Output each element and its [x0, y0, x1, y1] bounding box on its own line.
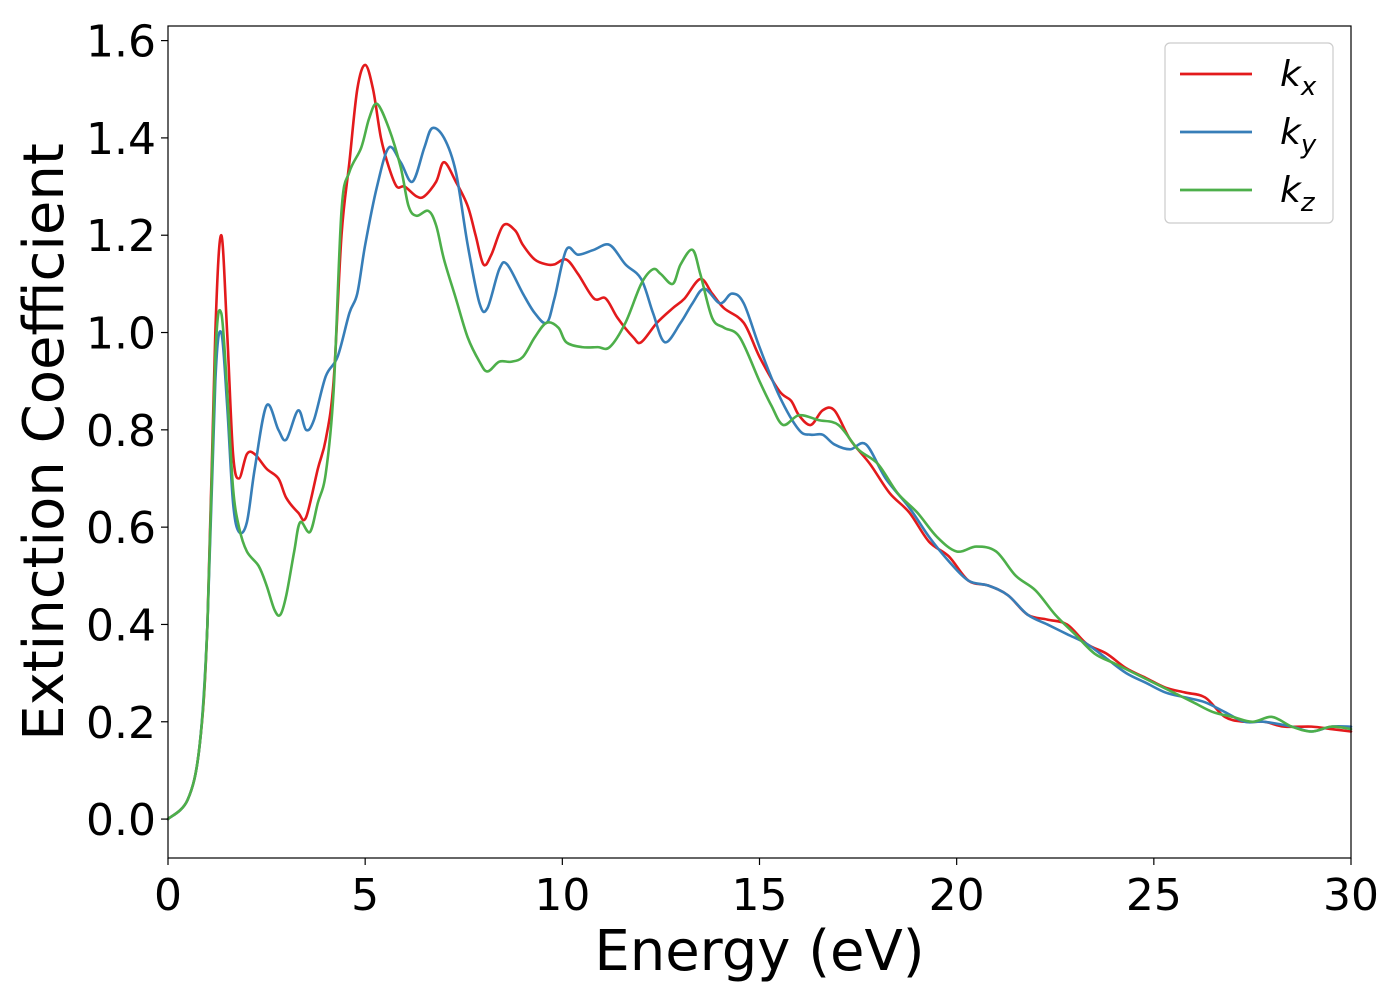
x-axis: 0 5 10 15 20 25 30	[154, 858, 1379, 921]
y-tick-label: 1.6	[86, 17, 156, 68]
x-axis-label: Energy (eV)	[594, 919, 924, 984]
x-tick-label: 20	[929, 870, 985, 921]
legend: kx ky kz	[1164, 42, 1334, 224]
x-tick-label: 30	[1323, 870, 1379, 921]
x-tick-label: 25	[1126, 870, 1182, 921]
x-tick-label: 15	[732, 870, 788, 921]
y-tick-label: 0.6	[86, 503, 156, 554]
x-tick-label: 5	[351, 870, 379, 921]
series-line-z	[166, 102, 1353, 821]
y-axis-label: Extinction Coefficient	[12, 143, 77, 741]
series-layer	[166, 63, 1353, 821]
y-tick-label: 0.8	[86, 406, 156, 457]
legend-label-y: ky	[1280, 112, 1317, 160]
x-tick-label: 10	[534, 870, 590, 921]
y-axis: 0.0 0.2 0.4 0.6 0.8 1.0 1.2 1.4 1.6	[86, 17, 168, 846]
legend-label-x: kx	[1280, 54, 1317, 102]
y-tick-label: 1.0	[86, 309, 156, 360]
legend-label-z: kz	[1280, 170, 1316, 218]
y-tick-label: 1.4	[86, 114, 156, 165]
y-tick-label: 0.2	[86, 698, 156, 749]
y-tick-label: 0.4	[86, 600, 156, 651]
series-line-x	[166, 63, 1353, 821]
x-tick-label: 0	[154, 870, 182, 921]
y-tick-label: 0.0	[86, 795, 156, 846]
series-line-y	[166, 126, 1353, 821]
y-tick-label: 1.2	[86, 211, 156, 262]
